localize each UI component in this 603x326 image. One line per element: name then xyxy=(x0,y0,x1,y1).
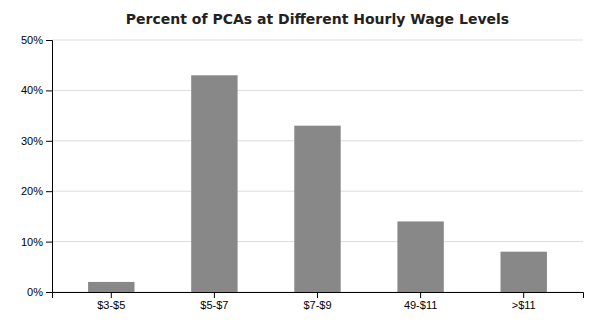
grid xyxy=(52,40,583,292)
y-tick-label: 20% xyxy=(21,185,43,197)
chart-svg: 0% 10% 20% 30% 40% 50% $3-$5 $5-$7 $7-$9 49-$11 >$… xyxy=(0,0,603,326)
bar xyxy=(501,252,547,292)
x-tick-label: >$11 xyxy=(512,299,536,311)
y-tick-mark xyxy=(46,242,52,243)
y-tick-label: 40% xyxy=(21,84,43,96)
title: Percent of PCAs at Different Hourly Wage… xyxy=(126,11,509,27)
y-tick: 50% xyxy=(21,34,52,46)
x-tick-label: $5-$7 xyxy=(200,299,228,311)
y-tick: 10% xyxy=(21,236,52,248)
y-tick: 0% xyxy=(27,286,52,298)
bar xyxy=(294,126,340,292)
x-tick-label: 49-$11 xyxy=(404,299,437,311)
x-tick-mark xyxy=(420,292,421,298)
y-tick-mark xyxy=(46,40,52,41)
plot: 0% 10% 20% 30% 40% 50% $3-$5 $5-$7 $7-$9 49-$11 >$… xyxy=(21,34,584,311)
y-tick-mark xyxy=(46,191,52,192)
y-tick-mark xyxy=(46,292,52,293)
x-tick-label: $3-$5 xyxy=(97,299,125,311)
y-tick-label: 30% xyxy=(21,135,43,147)
x-tick-mark xyxy=(214,292,215,298)
grid-line xyxy=(52,90,583,91)
x-axis-line xyxy=(53,293,584,299)
x-tick: 49-$11 xyxy=(404,292,437,311)
x-tick-mark xyxy=(523,292,524,298)
y-tick: 30% xyxy=(21,135,52,147)
y-axis: 0% 10% 20% 30% 40% 50% xyxy=(21,34,53,298)
x-tick-mark xyxy=(317,292,318,298)
y-axis-line xyxy=(46,41,53,293)
bars xyxy=(88,75,547,292)
y-tick-label: 10% xyxy=(21,236,43,248)
grid-line xyxy=(52,40,583,41)
bar xyxy=(191,75,237,292)
y-tick-label: 50% xyxy=(21,34,43,46)
x-tick: $3-$5 xyxy=(97,292,125,311)
x-tick-label: $7-$9 xyxy=(303,299,331,311)
y-tick: 20% xyxy=(21,185,52,197)
x-tick: $7-$9 xyxy=(303,292,331,311)
y-tick: 40% xyxy=(21,84,52,96)
y-tick-mark xyxy=(46,141,52,142)
x-tick: >$11 xyxy=(512,292,536,311)
y-tick-mark xyxy=(46,90,52,91)
y-tick-label: 0% xyxy=(27,286,43,298)
x-tick-mark xyxy=(111,292,112,298)
x-axis: $3-$5 $5-$7 $7-$9 49-$11 >$11 xyxy=(53,292,584,311)
chart-container: 0% 10% 20% 30% 40% 50% $3-$5 $5-$7 $7-$9 49-$11 >$… xyxy=(0,0,603,326)
bar xyxy=(88,282,134,292)
bar xyxy=(397,221,443,292)
x-tick: $5-$7 xyxy=(200,292,228,311)
